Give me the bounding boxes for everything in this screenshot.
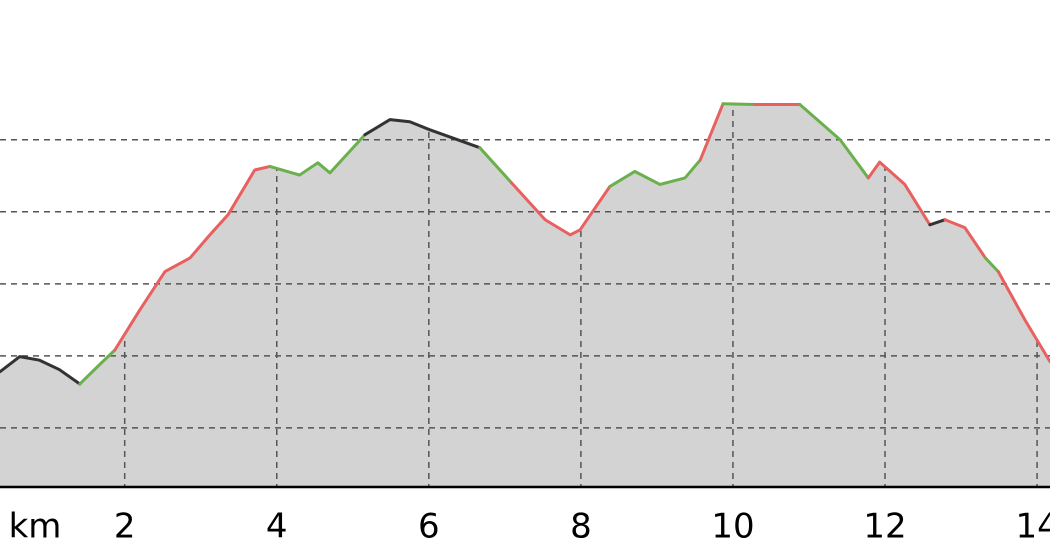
x-tick-label: 4 [266, 507, 288, 547]
x-tick-label: 14 [1015, 507, 1050, 547]
x-tick-label: 2 [114, 507, 136, 547]
profile-segment [478, 146, 514, 185]
profile-segment [866, 160, 932, 227]
profile-segment [78, 348, 117, 386]
profile-segment [363, 118, 482, 150]
profile-segment [983, 256, 1000, 274]
profile-segment [798, 102, 870, 180]
profile-segment [943, 218, 987, 260]
profile-segment [928, 218, 947, 227]
x-tick-label: 12 [863, 507, 906, 547]
profile-segment [268, 133, 367, 177]
profile-segment [510, 181, 612, 237]
x-tick-label: 10 [711, 507, 754, 547]
profile-segment [0, 355, 82, 386]
profile-segment [996, 270, 1050, 364]
profile-segment [113, 164, 272, 352]
profile-segment [608, 158, 702, 189]
x-tick-label: 6 [418, 507, 440, 547]
x-axis-label: km [9, 507, 62, 547]
x-tick-label: 8 [570, 507, 592, 547]
profile-segment [721, 102, 757, 106]
profile-segment [698, 102, 725, 162]
profile-area [0, 103, 1050, 487]
